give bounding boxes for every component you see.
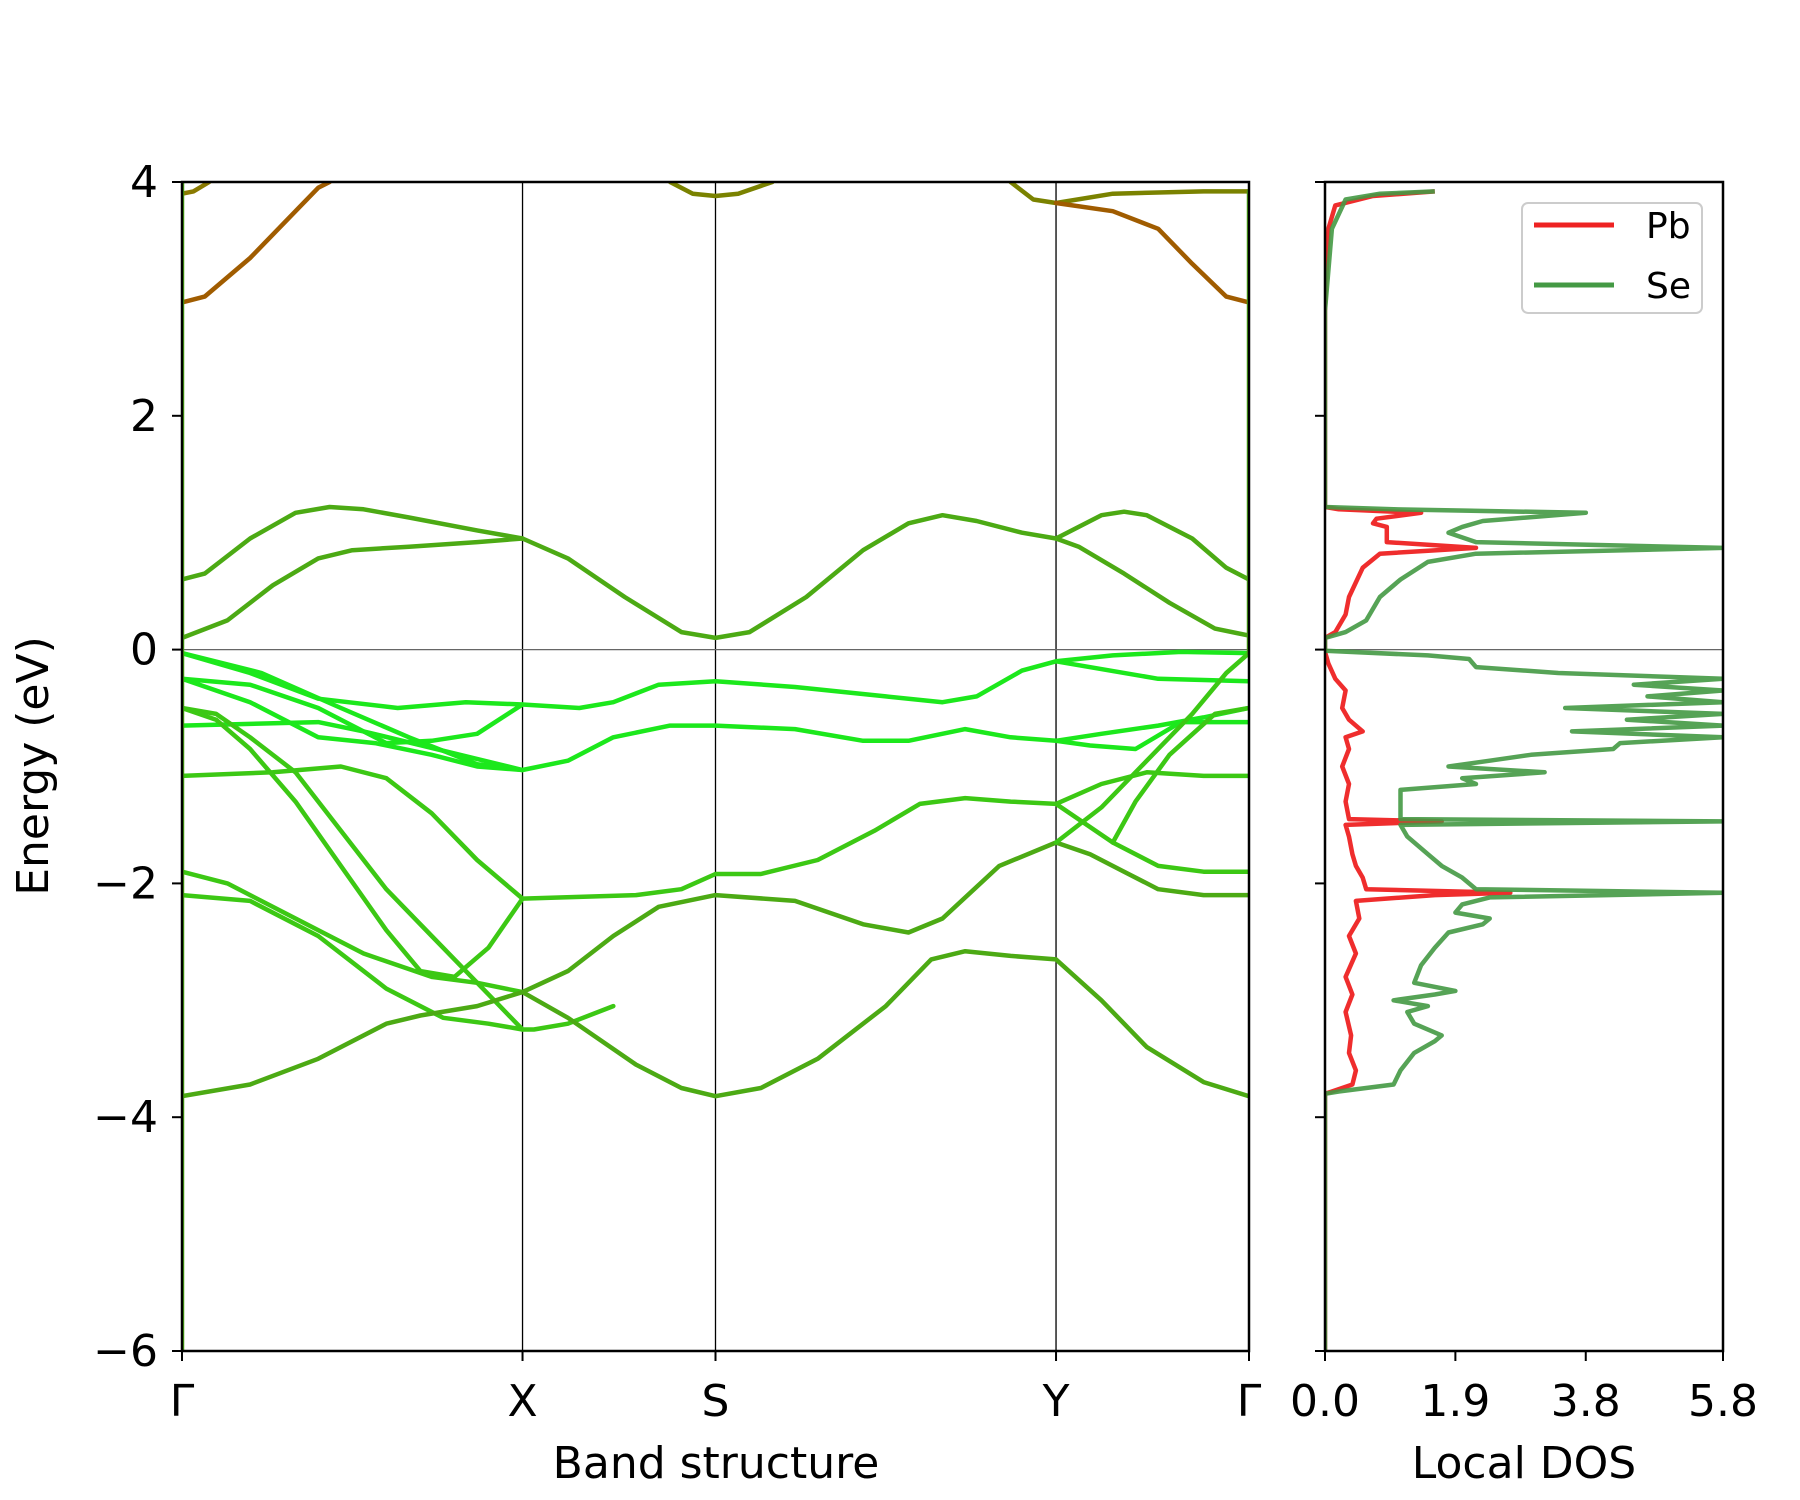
energy-tick-label-4: 2 bbox=[130, 391, 158, 442]
band-cb-4 bbox=[1053, 509, 1249, 582]
kpoint-label-2: S bbox=[702, 1376, 730, 1427]
band-cb-5 bbox=[1053, 536, 1249, 638]
energy-tick-label-2: −2 bbox=[93, 858, 158, 909]
energy-tick-label-5: 4 bbox=[130, 157, 158, 208]
kpoint-label-0: Γ bbox=[170, 1376, 195, 1427]
band-vb-13 bbox=[182, 892, 525, 1032]
band-vb-16 bbox=[1053, 650, 1249, 845]
energy-tick-label-0: −6 bbox=[93, 1326, 158, 1377]
legend: Pb Se bbox=[1521, 202, 1703, 314]
band-vb-14 bbox=[182, 840, 1249, 1099]
band-cb-1 bbox=[182, 536, 525, 641]
band-vb-11 bbox=[182, 705, 525, 980]
band-cb-upper-3 bbox=[667, 182, 775, 199]
band-vb-17 bbox=[1110, 705, 1249, 845]
band-vb-8 bbox=[182, 764, 1249, 901]
band-cb-3 bbox=[520, 512, 1059, 641]
kpoint-label-3: Y bbox=[1042, 1376, 1070, 1427]
band-lines bbox=[182, 182, 1249, 1351]
kpoint-label-1: X bbox=[507, 1376, 537, 1427]
dos-tick-label-0: 0.0 bbox=[1290, 1376, 1360, 1427]
band-cb-upper-1 bbox=[182, 182, 212, 196]
legend-label-pb: Pb bbox=[1646, 206, 1691, 247]
dos-tick-label-3: 5.8 bbox=[1688, 1376, 1758, 1427]
band-cb-2 bbox=[182, 504, 525, 582]
dos-tick-label-1: 1.9 bbox=[1420, 1376, 1490, 1427]
dos-y-ticks bbox=[1315, 181, 1325, 1352]
dos-axes-frame bbox=[1323, 180, 1725, 1353]
dos-tick-label-2: 3.8 bbox=[1551, 1376, 1621, 1427]
band-cb-upper-2 bbox=[182, 182, 332, 305]
band-cb-upper-4 bbox=[1008, 182, 1249, 206]
energy-tick-label-3: 0 bbox=[130, 625, 158, 676]
band-vb-5 bbox=[182, 719, 525, 773]
band-vb-12 bbox=[182, 869, 525, 995]
band-vb-4 bbox=[182, 676, 525, 773]
dos-lines bbox=[1325, 189, 1723, 1351]
high-symmetry-lines bbox=[521, 182, 1057, 1351]
energy-tick-label-1: −4 bbox=[93, 1092, 158, 1143]
dos-x-axis-label: Local DOS bbox=[1412, 1438, 1636, 1489]
kpoint-label-4: Γ bbox=[1237, 1376, 1262, 1427]
dos-curve-pb bbox=[1325, 189, 1513, 1351]
band-y-ticks: −6 −4 −2 0 2 4 bbox=[93, 157, 182, 1377]
dos-x-ticks: 0.0 1.9 3.8 5.8 bbox=[1290, 1351, 1758, 1427]
band-vb-9 bbox=[1053, 770, 1249, 807]
band-structure-panel: −6 −4 −2 0 2 4 Γ X S Y Γ Band structure Energy (e… bbox=[8, 157, 1262, 1489]
band-x-axis-label: Band structure bbox=[553, 1438, 880, 1489]
band-vb-10 bbox=[182, 705, 616, 1032]
band-cb-upper-5 bbox=[1053, 200, 1249, 305]
energy-y-axis-label: Energy (eV) bbox=[8, 636, 59, 896]
dos-curve-se bbox=[1325, 189, 1723, 1351]
band-vb-15 bbox=[520, 948, 1249, 1099]
legend-label-se: Se bbox=[1646, 266, 1691, 307]
local-dos-panel: 0.0 1.9 3.8 5.8 Local DOS Pb Se bbox=[1290, 180, 1758, 1489]
